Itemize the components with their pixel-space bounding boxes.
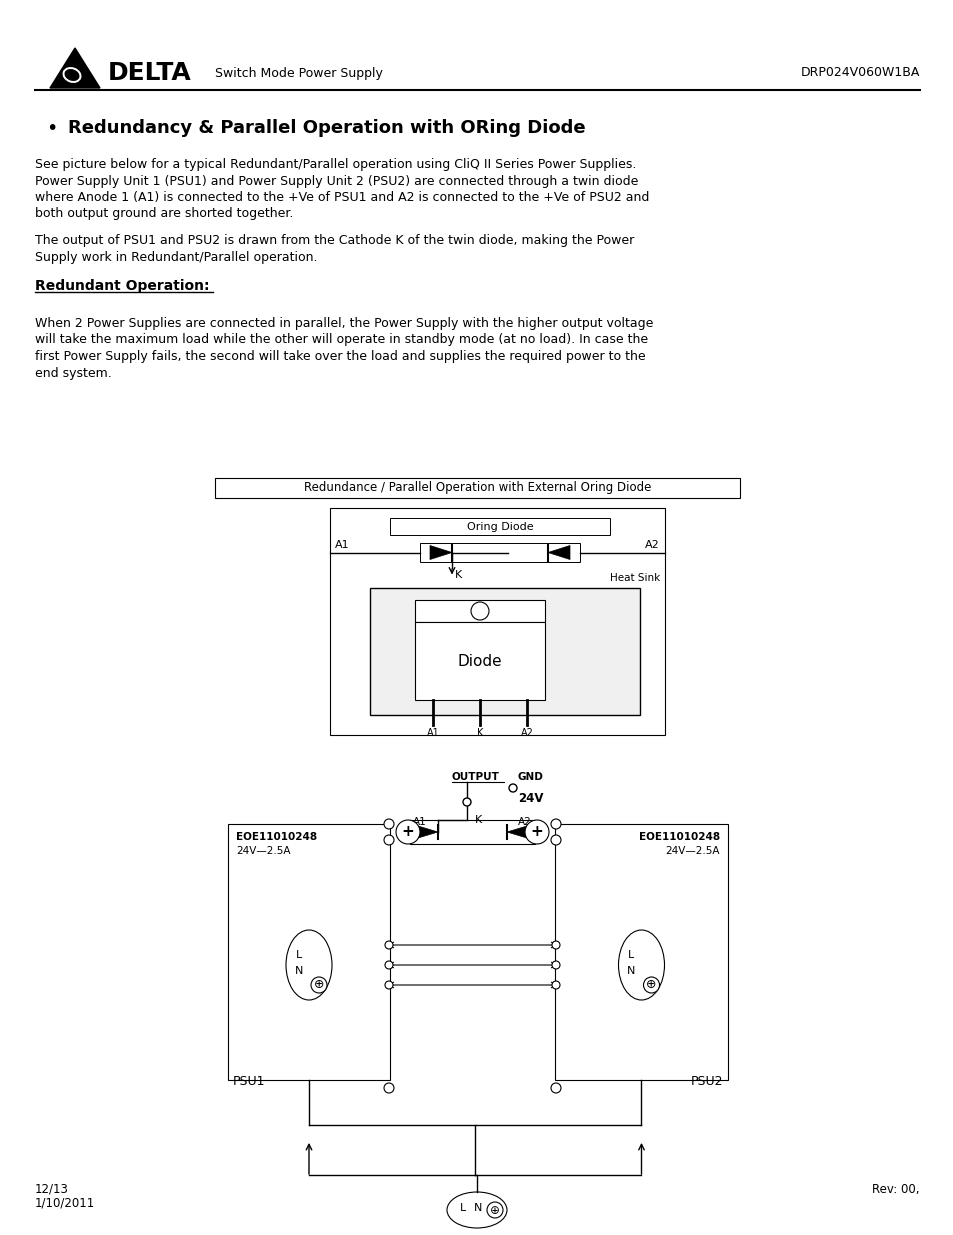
Text: OUTPUT: OUTPUT bbox=[452, 772, 499, 782]
Polygon shape bbox=[547, 546, 569, 559]
Ellipse shape bbox=[65, 69, 79, 80]
Circle shape bbox=[384, 835, 394, 845]
Bar bbox=[415, 622, 544, 700]
Bar bbox=[330, 508, 664, 735]
Text: DELTA: DELTA bbox=[108, 61, 192, 85]
Text: A1: A1 bbox=[335, 540, 349, 550]
Text: DRP024V060W1BA: DRP024V060W1BA bbox=[800, 67, 919, 79]
Polygon shape bbox=[50, 48, 100, 88]
Text: ⊕: ⊕ bbox=[490, 1203, 499, 1216]
Circle shape bbox=[385, 941, 393, 948]
Ellipse shape bbox=[618, 930, 664, 1000]
Text: Power Supply Unit 1 (PSU1) and Power Supply Unit 2 (PSU2) are connected through : Power Supply Unit 1 (PSU1) and Power Sup… bbox=[35, 174, 638, 188]
Text: Redundance / Parallel Operation with External Oring Diode: Redundance / Parallel Operation with Ext… bbox=[303, 482, 651, 494]
Bar bbox=[555, 824, 727, 1079]
Text: L: L bbox=[295, 950, 302, 960]
Text: A2: A2 bbox=[517, 818, 532, 827]
Circle shape bbox=[552, 981, 559, 989]
Circle shape bbox=[462, 798, 471, 806]
Circle shape bbox=[524, 820, 548, 844]
Text: •: • bbox=[47, 119, 57, 137]
Text: Redundancy & Parallel Operation with ORing Diode: Redundancy & Parallel Operation with ORi… bbox=[68, 119, 585, 137]
Circle shape bbox=[385, 981, 393, 989]
Circle shape bbox=[486, 1202, 502, 1218]
Circle shape bbox=[551, 835, 560, 845]
Text: L: L bbox=[628, 950, 634, 960]
Text: A1: A1 bbox=[413, 818, 426, 827]
Circle shape bbox=[311, 977, 327, 993]
Text: ⊕: ⊕ bbox=[645, 978, 656, 992]
Text: Rev: 00,: Rev: 00, bbox=[872, 1183, 919, 1195]
Circle shape bbox=[385, 961, 393, 969]
Text: A2: A2 bbox=[644, 540, 659, 550]
Polygon shape bbox=[417, 826, 437, 839]
Text: GND: GND bbox=[517, 772, 543, 782]
Bar bbox=[228, 824, 390, 1079]
Text: PSU2: PSU2 bbox=[690, 1074, 722, 1088]
Text: will take the maximum load while the other will operate in standby mode (at no l: will take the maximum load while the oth… bbox=[35, 333, 647, 347]
Text: Redundant Operation:: Redundant Operation: bbox=[35, 279, 210, 293]
Circle shape bbox=[552, 961, 559, 969]
Bar bbox=[214, 478, 740, 498]
Text: N: N bbox=[294, 966, 303, 976]
Text: PSU1: PSU1 bbox=[233, 1074, 265, 1088]
Text: +: + bbox=[401, 825, 414, 840]
Ellipse shape bbox=[286, 930, 332, 1000]
Text: 24V: 24V bbox=[517, 792, 543, 804]
Text: When 2 Power Supplies are connected in parallel, the Power Supply with the highe: When 2 Power Supplies are connected in p… bbox=[35, 317, 653, 330]
Bar bbox=[415, 600, 544, 622]
Text: both output ground are shorted together.: both output ground are shorted together. bbox=[35, 207, 294, 221]
Text: N: N bbox=[627, 966, 635, 976]
Circle shape bbox=[551, 1083, 560, 1093]
Circle shape bbox=[509, 784, 517, 792]
Text: 12/13: 12/13 bbox=[35, 1183, 69, 1195]
Circle shape bbox=[395, 820, 419, 844]
Circle shape bbox=[643, 977, 659, 993]
Text: +: + bbox=[530, 825, 543, 840]
Polygon shape bbox=[506, 826, 526, 839]
Text: ⊕: ⊕ bbox=[314, 978, 324, 992]
Text: The output of PSU1 and PSU2 is drawn from the Cathode K of the twin diode, makin: The output of PSU1 and PSU2 is drawn fro… bbox=[35, 233, 634, 247]
Text: Heat Sink: Heat Sink bbox=[609, 573, 659, 583]
Text: A1: A1 bbox=[426, 727, 439, 739]
Circle shape bbox=[552, 941, 559, 948]
Text: end system.: end system. bbox=[35, 367, 112, 379]
Text: Supply work in Redundant/Parallel operation.: Supply work in Redundant/Parallel operat… bbox=[35, 251, 317, 263]
Bar bbox=[390, 517, 609, 535]
Circle shape bbox=[384, 819, 394, 829]
Circle shape bbox=[471, 601, 489, 620]
Text: 1/10/2011: 1/10/2011 bbox=[35, 1197, 95, 1210]
Text: EOE11010248: EOE11010248 bbox=[235, 832, 316, 842]
Text: K: K bbox=[475, 815, 482, 825]
Ellipse shape bbox=[447, 1192, 506, 1228]
Text: EOE11010248: EOE11010248 bbox=[639, 832, 720, 842]
Ellipse shape bbox=[63, 68, 81, 83]
Circle shape bbox=[384, 1083, 394, 1093]
Text: L: L bbox=[459, 1203, 466, 1213]
Circle shape bbox=[551, 819, 560, 829]
Text: K: K bbox=[455, 569, 462, 579]
Text: Oring Diode: Oring Diode bbox=[466, 521, 533, 531]
Text: K: K bbox=[476, 727, 482, 739]
Text: See picture below for a typical Redundant/Parallel operation using CliQ II Serie: See picture below for a typical Redundan… bbox=[35, 158, 636, 170]
Bar bbox=[370, 588, 639, 715]
Text: N: N bbox=[474, 1203, 481, 1213]
Text: first Power Supply fails, the second will take over the load and supplies the re: first Power Supply fails, the second wil… bbox=[35, 350, 645, 363]
Text: 24V—2.5A: 24V—2.5A bbox=[235, 846, 291, 856]
Text: A2: A2 bbox=[520, 727, 533, 739]
Text: Diode: Diode bbox=[457, 653, 502, 668]
Bar bbox=[419, 543, 579, 562]
Text: Switch Mode Power Supply: Switch Mode Power Supply bbox=[214, 67, 382, 79]
Polygon shape bbox=[430, 546, 452, 559]
Text: 24V—2.5A: 24V—2.5A bbox=[665, 846, 720, 856]
Text: where Anode 1 (A1) is connected to the +Ve of PSU1 and A2 is connected to the +V: where Anode 1 (A1) is connected to the +… bbox=[35, 191, 649, 204]
Bar bbox=[410, 820, 535, 844]
